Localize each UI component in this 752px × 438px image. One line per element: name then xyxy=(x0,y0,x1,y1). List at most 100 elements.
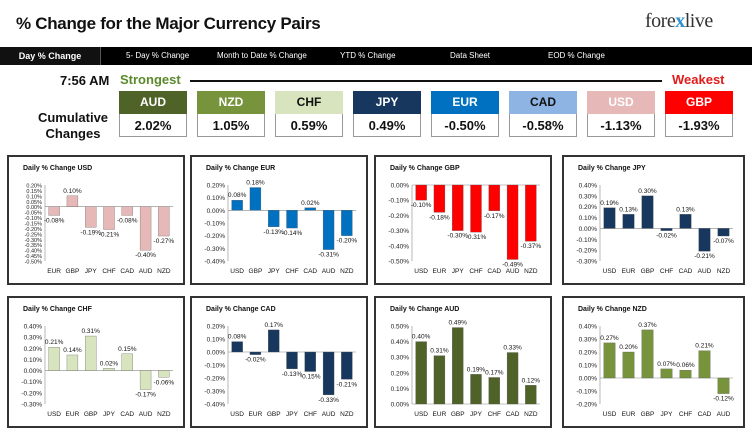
data-label: 0.02% xyxy=(301,200,320,207)
bar xyxy=(470,374,482,405)
bar xyxy=(341,210,353,236)
y-tick-label: -0.45% xyxy=(25,254,43,260)
y-tick-label: 0.10% xyxy=(24,357,43,364)
x-tick-label: AUD xyxy=(139,268,153,275)
strongest-label: Strongest xyxy=(120,72,181,87)
x-tick-label: GBP xyxy=(641,268,655,275)
chart-panel-aud: Daily % Change AUD 0.50% 0.40% 0.30% 0.20% 0.… xyxy=(374,296,552,428)
currency-cumulative-value: 0.49% xyxy=(353,114,421,137)
data-label: -0.31% xyxy=(466,234,487,241)
y-tick-label: -0.30% xyxy=(388,228,409,235)
x-tick-label: EUR xyxy=(622,411,636,418)
y-tick-label: -0.30% xyxy=(25,238,43,244)
y-tick-label: 0.00% xyxy=(26,205,42,211)
y-tick-label: 0.40% xyxy=(24,324,43,331)
x-tick-label: JPY xyxy=(470,411,483,418)
currency-name: AUD xyxy=(119,91,187,114)
data-label: 0.40% xyxy=(412,334,431,341)
data-label: -0.13% xyxy=(282,371,303,378)
data-label: -0.07% xyxy=(713,238,734,245)
tab-bar: Day % Change 5- Day % Change Month to Da… xyxy=(0,47,752,65)
data-label: 0.30% xyxy=(638,188,657,195)
y-tick-label: 0.15% xyxy=(26,189,42,195)
x-tick-label: GBP xyxy=(267,411,281,418)
x-tick-label: CAD xyxy=(120,411,134,418)
y-tick-label: 0.50% xyxy=(391,324,410,331)
data-label: 0.20% xyxy=(619,344,638,351)
data-label: -0.33% xyxy=(318,397,339,404)
y-tick-label: -0.10% xyxy=(21,379,42,386)
bar xyxy=(249,351,262,355)
bar xyxy=(322,210,335,250)
y-tick-label: 0.00% xyxy=(207,350,226,357)
y-tick-label: 0.20% xyxy=(391,370,410,377)
x-tick-label: CAD xyxy=(120,268,134,275)
y-tick-label: -0.20% xyxy=(25,227,43,233)
tab-data-sheet[interactable]: Data Sheet xyxy=(450,51,491,60)
x-tick-label: CHF xyxy=(488,411,501,418)
bar xyxy=(506,184,519,260)
bar xyxy=(525,184,537,242)
data-label: -0.49% xyxy=(502,261,523,268)
x-tick-label: NZD xyxy=(340,411,354,418)
chart-panel-nzd: Daily % Change NZD 0.40% 0.30% 0.20% 0.10% 0.… xyxy=(562,296,745,428)
y-tick-label: -0.10% xyxy=(576,389,597,396)
x-tick-label: EUR xyxy=(433,411,447,418)
y-tick-label: -0.20% xyxy=(576,402,597,409)
tab-day-change[interactable]: Day % Change xyxy=(0,47,101,65)
bar xyxy=(268,329,280,353)
y-tick-label: -0.35% xyxy=(25,243,43,249)
x-tick-label: JPY xyxy=(103,411,116,418)
currency-cumulative-value: 1.05% xyxy=(197,114,265,137)
data-label: 0.31% xyxy=(430,348,449,355)
tab-eod-change[interactable]: EOD % Change xyxy=(548,51,605,60)
bar xyxy=(268,210,280,227)
currency-box-cad: CAD -0.58% xyxy=(509,91,577,137)
page-title: % Change for the Major Currency Pairs xyxy=(16,14,321,33)
y-tick-label: -0.10% xyxy=(204,221,225,228)
x-tick-label: CHF xyxy=(660,268,673,275)
bar xyxy=(85,335,97,371)
data-label: -0.02% xyxy=(656,233,677,240)
x-tick-label: CAD xyxy=(679,268,693,275)
y-tick-label: -0.40% xyxy=(204,259,225,266)
y-tick-label: 0.10% xyxy=(207,195,226,202)
y-tick-label: -0.50% xyxy=(25,260,43,266)
bar xyxy=(415,341,427,405)
bar xyxy=(48,347,60,371)
y-tick-label: -0.25% xyxy=(25,232,43,238)
x-tick-label: USD xyxy=(603,411,617,418)
data-label: -0.02% xyxy=(245,357,266,364)
y-tick-label: -0.30% xyxy=(576,259,597,266)
y-tick-label: 0.00% xyxy=(391,183,410,190)
bar xyxy=(488,377,500,405)
tab-5-day-change[interactable]: 5- Day % Change xyxy=(126,51,190,60)
data-label: 0.31% xyxy=(81,328,100,335)
bar xyxy=(622,351,635,379)
forexlive-logo[interactable]: forexlive xyxy=(645,10,731,42)
y-tick-label: 0.20% xyxy=(579,204,598,211)
y-tick-label: 0.30% xyxy=(391,355,410,362)
currency-cumulative-value: -0.58% xyxy=(509,114,577,137)
data-label: 0.37% xyxy=(638,322,657,329)
cumulative-line-1: Cumulative xyxy=(37,110,109,125)
data-label: 0.19% xyxy=(600,200,619,207)
x-tick-label: JPY xyxy=(85,268,98,275)
x-tick-label: USD xyxy=(414,268,428,275)
currency-box-aud: AUD 2.02% xyxy=(119,91,187,137)
tab-month-to-date-change[interactable]: Month to Date % Change xyxy=(217,51,307,60)
y-tick-label: 0.20% xyxy=(579,350,598,357)
bar xyxy=(717,377,730,394)
data-label: -0.15% xyxy=(300,374,321,381)
bar xyxy=(304,351,316,372)
data-label: 0.19% xyxy=(467,366,486,373)
x-tick-label: GBP xyxy=(249,268,263,275)
y-tick-label: 0.30% xyxy=(24,335,43,342)
bar xyxy=(506,352,519,405)
bar xyxy=(433,355,446,405)
bar xyxy=(286,210,298,229)
x-tick-label: USD xyxy=(414,411,428,418)
data-label: 0.33% xyxy=(503,345,522,352)
tab-ytd-change[interactable]: YTD % Change xyxy=(340,51,396,60)
chart-panel-usd: Daily % Change USD 0.20% 0.15% 0.10% 0.05% 0.… xyxy=(7,155,185,285)
